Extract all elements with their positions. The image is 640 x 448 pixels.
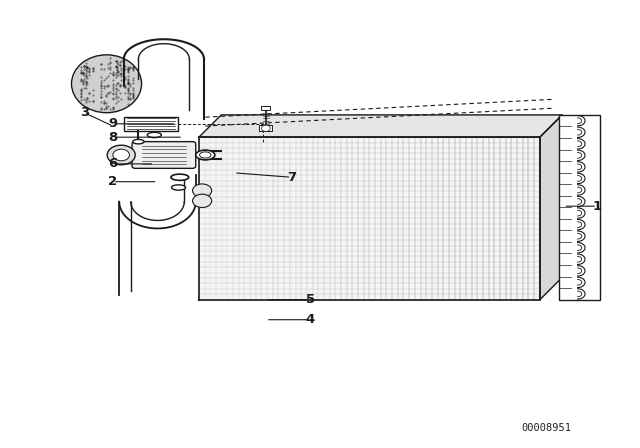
Text: 4: 4 xyxy=(306,313,315,326)
Text: 2: 2 xyxy=(108,175,118,188)
Bar xyxy=(559,115,600,300)
Ellipse shape xyxy=(172,185,186,190)
Text: 7: 7 xyxy=(287,171,296,184)
Circle shape xyxy=(113,149,129,161)
Bar xyxy=(261,106,270,110)
Ellipse shape xyxy=(72,55,141,113)
Text: 8: 8 xyxy=(108,131,118,144)
Bar xyxy=(124,117,178,130)
Circle shape xyxy=(193,184,212,197)
FancyBboxPatch shape xyxy=(132,142,196,168)
Polygon shape xyxy=(199,137,540,300)
Ellipse shape xyxy=(171,174,189,181)
Ellipse shape xyxy=(147,132,161,138)
Ellipse shape xyxy=(200,152,211,158)
Text: 5: 5 xyxy=(306,293,315,306)
Text: 9: 9 xyxy=(108,117,118,130)
Ellipse shape xyxy=(196,150,215,160)
Circle shape xyxy=(193,194,212,207)
Polygon shape xyxy=(540,115,562,300)
Text: 6: 6 xyxy=(108,157,118,170)
Ellipse shape xyxy=(132,139,144,144)
Circle shape xyxy=(107,145,135,165)
Text: 3: 3 xyxy=(79,106,89,119)
Polygon shape xyxy=(199,115,562,137)
Bar xyxy=(259,125,272,131)
Text: 00008951: 00008951 xyxy=(522,423,572,433)
Text: 1: 1 xyxy=(593,200,602,213)
Circle shape xyxy=(261,125,270,131)
